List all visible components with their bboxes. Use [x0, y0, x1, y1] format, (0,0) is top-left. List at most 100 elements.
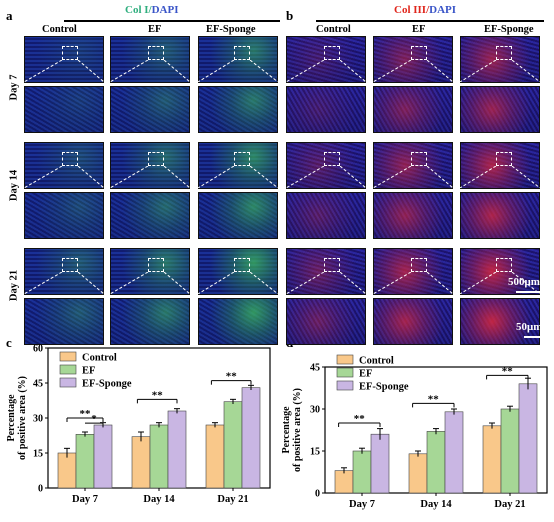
col-header-ef: EF	[412, 24, 426, 35]
panel-label-c: c	[6, 335, 12, 350]
panel-a-title: Col I/DAPI	[125, 4, 178, 16]
zoom-region-box	[411, 258, 427, 272]
bar	[205, 424, 225, 489]
bar	[57, 452, 77, 489]
micrograph-b-r2-c2	[373, 86, 453, 133]
zoom-connector-lines	[24, 166, 104, 188]
y-tick-label: 30	[33, 414, 43, 425]
zoom-region-box	[324, 46, 340, 60]
micrograph-a-r2-c1	[24, 86, 104, 133]
panel-label-b: b	[286, 8, 294, 23]
zoom-region-box	[148, 46, 164, 60]
micrograph-a-r2-c3	[198, 86, 278, 133]
y-tick-label: 15	[310, 447, 320, 458]
panel-b-title-rule	[316, 20, 544, 22]
micrograph-a-r6-c2	[110, 298, 190, 345]
zoom-region-box	[234, 46, 250, 60]
zoom-connector-lines	[198, 60, 278, 82]
y-axis-label: of positive area (%)	[292, 388, 303, 472]
dapi-text: DAPI	[429, 4, 457, 16]
zoom-region-box	[496, 152, 512, 166]
significance-mark: **	[428, 393, 440, 405]
y-axis-label: Percentage	[281, 406, 292, 454]
x-tick-label: Day 14	[420, 499, 452, 510]
zoom-connector-lines	[373, 272, 453, 294]
zoom-region-box	[62, 46, 78, 60]
bar	[334, 470, 354, 494]
zoom-connector-lines	[198, 166, 278, 188]
zoom-connector-lines	[110, 60, 190, 82]
x-tick-label: Day 21	[217, 494, 248, 505]
micrograph-b-r4-c1	[286, 192, 366, 239]
zoom-connector-lines	[110, 166, 190, 188]
significance-mark: **	[226, 371, 238, 383]
bar	[518, 383, 538, 494]
zoom-region-box	[324, 258, 340, 272]
panel-b-title: Col III/DAPI	[394, 4, 456, 16]
bar	[408, 453, 428, 494]
y-axis-label: of positive area (%)	[17, 376, 28, 460]
col-header-ef-sponge: EF-Sponge	[484, 24, 534, 35]
y-tick-label: 15	[33, 449, 43, 460]
bar	[482, 425, 502, 494]
bar	[241, 387, 261, 489]
micrograph-a-r5-c1	[24, 248, 104, 295]
micrograph-b-r2-c1	[286, 86, 366, 133]
zoom-region-box	[234, 258, 250, 272]
zoom-connector-lines	[198, 272, 278, 294]
title-sep: /	[148, 4, 152, 16]
micrograph-a-r6-c1	[24, 298, 104, 345]
y-tick-label: 60	[33, 344, 43, 355]
zoom-region-box	[148, 152, 164, 166]
legend-swatch	[336, 367, 354, 378]
zoom-connector-lines	[286, 60, 366, 82]
significance-mark: **	[152, 389, 164, 401]
micrograph-a-r4-c3	[198, 192, 278, 239]
col-header-control: Control	[42, 24, 77, 35]
zoom-connector-lines	[460, 166, 540, 188]
micrograph-a-r1-c1	[24, 36, 104, 83]
legend-swatch	[59, 351, 77, 362]
zoom-region-box	[148, 258, 164, 272]
title-sep: /	[426, 4, 430, 16]
bar	[444, 411, 464, 494]
bar	[426, 431, 446, 494]
zoom-region-box	[411, 152, 427, 166]
legend-swatch	[59, 364, 77, 375]
significance-mark: **	[502, 365, 514, 377]
zoom-region-box	[324, 152, 340, 166]
legend-label: EF-Sponge	[359, 382, 409, 393]
zoom-region-box	[234, 152, 250, 166]
dapi-text: DAPI	[151, 4, 179, 16]
scale-bar-small-label: 50μm	[516, 321, 543, 333]
col1-text: Col I	[125, 4, 149, 16]
y-tick-label: 0	[38, 484, 43, 495]
significance-mark: **	[354, 413, 366, 425]
micrograph-b-r4-c2	[373, 192, 453, 239]
legend-label: Control	[359, 356, 394, 367]
scale-bar-large-label: 500μm	[508, 276, 540, 288]
zoom-region-box	[496, 46, 512, 60]
micrograph-b-r4-c3	[460, 192, 540, 239]
scale-bar-small	[524, 336, 542, 338]
bar	[149, 424, 169, 489]
zoom-connector-lines	[460, 60, 540, 82]
legend-label: EF	[82, 366, 95, 377]
bar	[223, 401, 243, 489]
zoom-connector-lines	[373, 60, 453, 82]
micrograph-b-r6-c1	[286, 298, 366, 345]
zoom-region-box	[411, 46, 427, 60]
bar	[500, 408, 520, 494]
y-axis-label: Percentage	[6, 394, 17, 442]
y-tick-label: 45	[33, 379, 43, 390]
bar-chart-d: 0 15 30 45 Percentage of positive area (%) Day…	[281, 354, 548, 510]
bar	[167, 410, 187, 489]
bar-chart-c: 0 15 30 45 60 Percentage of positive area (%) D…	[6, 344, 271, 505]
significance-mark: **	[80, 408, 92, 420]
bar	[93, 424, 113, 489]
bar	[75, 434, 95, 489]
micrograph-a-r2-c2	[110, 86, 190, 133]
micrograph-b-r6-c2	[373, 298, 453, 345]
zoom-connector-lines	[286, 272, 366, 294]
zoom-region-box	[62, 152, 78, 166]
